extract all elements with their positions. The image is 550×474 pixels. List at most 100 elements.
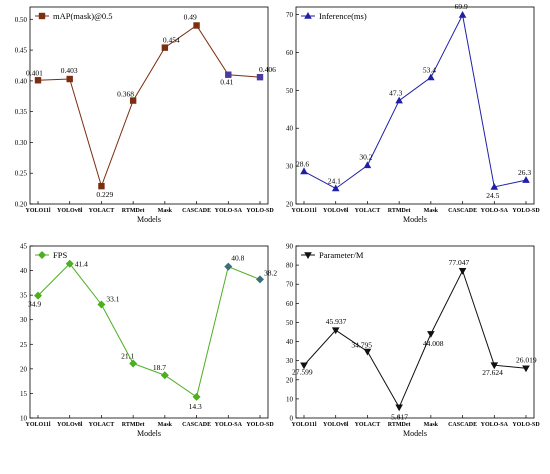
data-point	[225, 71, 232, 78]
data-label: 28.6	[296, 159, 309, 168]
y-tick-label: 0.45	[15, 47, 28, 55]
y-tick-label: 30	[286, 357, 294, 365]
data-point	[65, 259, 74, 268]
data-point	[129, 97, 137, 104]
x-axis-label: Models	[137, 215, 161, 224]
x-tick-label: YOLOv8l	[323, 422, 349, 428]
plot-frame	[295, 6, 535, 205]
data-point	[395, 96, 403, 104]
data-point	[331, 184, 340, 192]
y-tick-label: 90	[286, 243, 294, 251]
y-tick-label: 30	[286, 163, 294, 171]
legend-label: mAP(mask)@0.5	[53, 11, 113, 21]
data-point	[66, 75, 73, 83]
data-label: 0.401	[26, 68, 43, 77]
x-tick-label: Mask	[424, 208, 439, 214]
series-line	[37, 262, 261, 398]
data-label: 47.3	[389, 89, 402, 98]
data-label: 27.624	[482, 368, 503, 377]
data-point	[160, 371, 169, 380]
y-tick-label: 0.50	[15, 16, 28, 24]
y-tick-label: 0.40	[15, 77, 28, 85]
series-line	[303, 269, 527, 409]
data-point	[193, 22, 200, 29]
data-label: 18.7	[153, 363, 166, 372]
y-tick-label: 40	[286, 125, 294, 133]
data-label: 34.9	[28, 300, 41, 309]
data-label: 44.008	[423, 339, 444, 348]
data-point	[97, 300, 106, 309]
data-point	[34, 291, 42, 300]
x-tick-label: CASCADE	[448, 422, 477, 428]
x-tick-label: YOLACT	[355, 208, 381, 214]
y-tick-label: 15	[20, 390, 28, 398]
data-point	[490, 182, 499, 190]
y-tick-label: 40	[20, 267, 28, 275]
data-label: 41.4	[75, 260, 88, 269]
data-point	[522, 176, 530, 183]
data-label: 30.2	[359, 152, 372, 161]
y-tick-label: 60	[286, 300, 294, 308]
x-tick-label: RTMDet	[122, 422, 145, 428]
data-label: 0.406	[259, 65, 276, 74]
data-label: 77.047	[449, 258, 470, 267]
x-tick-label: YOLO-SA	[481, 208, 509, 214]
data-point	[256, 73, 264, 81]
legend-marker	[38, 12, 46, 20]
data-point	[363, 161, 372, 169]
y-tick-label: 50	[286, 319, 294, 327]
legend-marker	[38, 251, 46, 259]
x-tick-label: YOLOv8l	[323, 208, 349, 214]
chart-panel-1: 0.20 0.25 0.30 0.35 0.40 0.45 0.50 YOLO11l YOLOv…	[15, 6, 276, 224]
data-label: 0.403	[61, 66, 78, 75]
data-label: 53.4	[423, 65, 436, 74]
data-label: 69.9	[455, 2, 468, 11]
x-tick-label: YOLO-SA	[215, 208, 243, 214]
y-tick-label: 0.30	[15, 139, 28, 147]
x-tick-label: CASCADE	[182, 422, 211, 428]
x-tick-label: RTMDet	[388, 422, 411, 428]
x-tick-label: RTMDet	[122, 208, 145, 214]
y-tick-label: 10	[20, 415, 28, 423]
x-axis-label: Models	[403, 215, 427, 224]
legend-label: Parameter/M	[319, 250, 364, 260]
y-tick-label: 45	[20, 243, 28, 251]
x-tick-label: YOLOv8l	[57, 422, 83, 428]
x-tick-label: Mask	[158, 208, 173, 214]
data-label: 0.41	[220, 78, 233, 87]
y-tick-label: 25	[20, 341, 28, 349]
x-tick-label: Mask	[424, 422, 439, 428]
x-tick-label: CASCADE	[448, 208, 477, 214]
data-label: 33.1	[106, 294, 119, 303]
data-label: 0.368	[117, 90, 134, 99]
data-label: 27.599	[292, 367, 313, 376]
data-point	[458, 10, 467, 18]
legend-label: Inference(ms)	[319, 11, 367, 21]
data-label: 0.229	[96, 190, 113, 199]
data-point	[331, 327, 340, 335]
chart-panel-4: 0 10 20 30 40 50 60 70 80 90 YOLO11l YOLOv8l YOLACT R…	[286, 243, 540, 439]
chart-panel-3: 10 15 20 25 30 35 40 45 YOLO11l YOLOv8l YOLACT RTMD…	[20, 243, 277, 439]
data-point	[256, 275, 264, 284]
data-point	[192, 392, 201, 401]
plot-frame	[29, 245, 269, 419]
y-tick-label: 20	[286, 376, 294, 384]
data-point	[427, 73, 435, 81]
data-point	[300, 167, 308, 175]
legend-label: FPS	[53, 250, 67, 260]
y-tick-label: 0.20	[15, 201, 28, 209]
x-tick-label: YOLACT	[89, 208, 115, 214]
chart-panel-2: 20 30 40 50 60 70 YOLO11l YOLOv8l YOLACT RTMDet Ma…	[286, 2, 540, 224]
data-label: 38.2	[264, 268, 277, 277]
data-label: 14.3	[189, 402, 202, 411]
data-label: 26.3	[518, 168, 531, 177]
data-label: 34.795	[351, 341, 372, 350]
x-axis-label: Models	[137, 429, 161, 438]
y-tick-label: 70	[286, 11, 294, 19]
data-point	[490, 362, 499, 370]
x-tick-label: YOLO-SD	[512, 208, 540, 214]
data-label: 0.454	[163, 36, 180, 45]
data-label: 45.937	[326, 317, 347, 326]
x-tick-label: YOLO-SA	[481, 422, 509, 428]
